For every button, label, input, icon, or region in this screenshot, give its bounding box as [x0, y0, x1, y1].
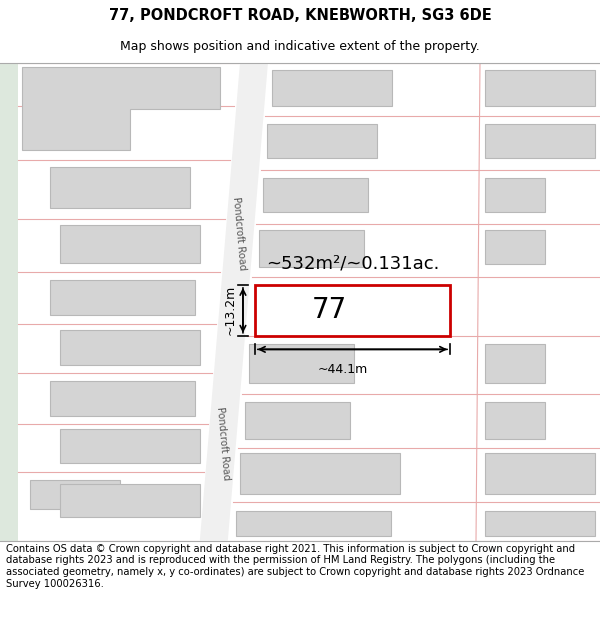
Polygon shape: [22, 68, 220, 151]
Bar: [485, 452, 595, 494]
Text: ~44.1m: ~44.1m: [317, 363, 368, 376]
Text: ~532m²/~0.131ac.: ~532m²/~0.131ac.: [266, 254, 439, 272]
Text: 77: 77: [311, 296, 347, 324]
Bar: [60, 330, 200, 365]
Bar: [240, 452, 400, 494]
Bar: [50, 167, 190, 208]
Polygon shape: [0, 62, 18, 541]
Bar: [60, 429, 200, 462]
Bar: [485, 511, 595, 536]
Bar: [259, 231, 364, 268]
Text: Pondcroft Road: Pondcroft Road: [232, 196, 248, 271]
Text: Map shows position and indicative extent of the property.: Map shows position and indicative extent…: [120, 41, 480, 53]
Text: Pondcroft Road: Pondcroft Road: [215, 406, 231, 480]
Bar: [30, 480, 120, 509]
Text: ~13.2m: ~13.2m: [224, 285, 237, 336]
Polygon shape: [200, 62, 268, 541]
Polygon shape: [265, 62, 600, 116]
Bar: [485, 344, 545, 382]
Text: 77, PONDCROFT ROAD, KNEBWORTH, SG3 6DE: 77, PONDCROFT ROAD, KNEBWORTH, SG3 6DE: [109, 8, 491, 23]
Bar: [50, 381, 195, 416]
Bar: [272, 70, 392, 106]
Bar: [50, 280, 195, 315]
Bar: [485, 177, 545, 212]
Bar: [485, 70, 595, 106]
Bar: [60, 226, 200, 262]
Bar: [485, 402, 545, 439]
Bar: [263, 177, 368, 212]
Bar: [60, 484, 200, 518]
Bar: [236, 511, 391, 536]
Text: Contains OS data © Crown copyright and database right 2021. This information is : Contains OS data © Crown copyright and d…: [6, 544, 584, 589]
Bar: [485, 124, 595, 158]
Bar: [268, 124, 377, 158]
Bar: [250, 344, 355, 382]
Bar: [245, 402, 350, 439]
Bar: [485, 231, 545, 264]
Bar: [255, 285, 450, 336]
